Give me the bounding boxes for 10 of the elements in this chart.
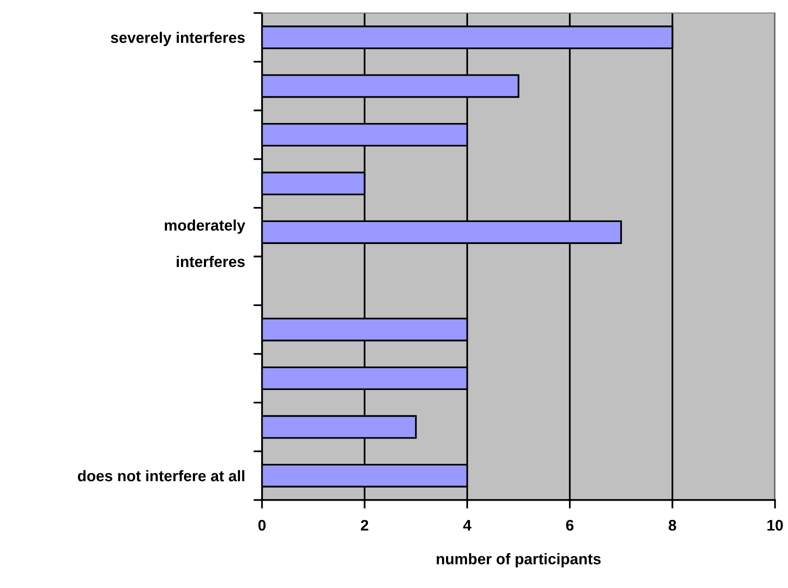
x-tick-label: 10 [767, 520, 783, 531]
x-tick-label: 2 [360, 520, 368, 531]
y-tick-label: does not interfere at all [78, 470, 244, 482]
x-tick-label: 8 [668, 520, 676, 531]
category-label: moderately interferes [164, 219, 246, 268]
x-axis-title: number of participants [436, 553, 601, 568]
y-tick-label: severely interferes [110, 32, 245, 46]
x-tick-label: 6 [566, 520, 574, 531]
x-tick-label: 0 [258, 520, 266, 531]
x-tick-label: 4 [463, 520, 472, 531]
